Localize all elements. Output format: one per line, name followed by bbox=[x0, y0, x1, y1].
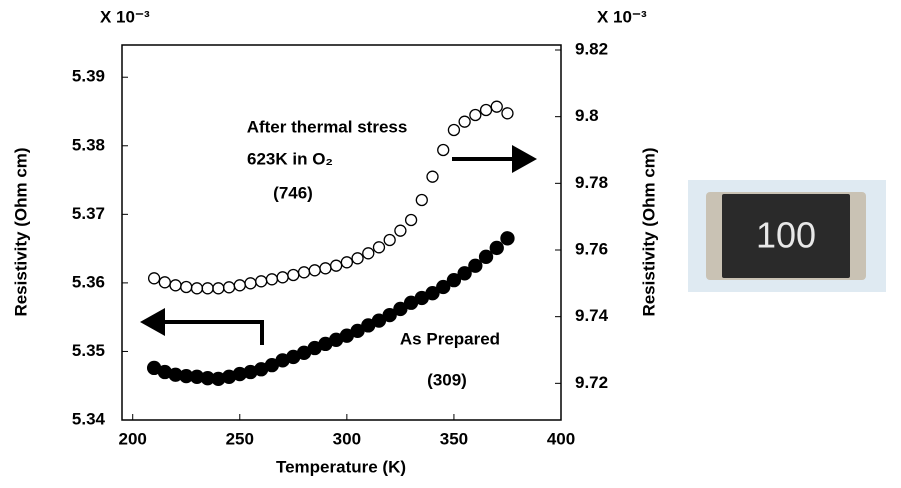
y-multiplier: X 10⁻³ bbox=[100, 7, 150, 26]
arrow-left-head bbox=[140, 308, 165, 336]
y2-tick-label: 9.8 bbox=[575, 106, 599, 125]
data-point bbox=[351, 252, 364, 265]
data-point bbox=[169, 279, 182, 292]
data-point bbox=[382, 307, 397, 323]
data-point bbox=[212, 282, 225, 295]
x-tick-label: 400 bbox=[547, 429, 575, 448]
data-point bbox=[437, 143, 450, 157]
data-point bbox=[244, 277, 257, 290]
arrow-right-head bbox=[512, 145, 537, 173]
data-point bbox=[469, 108, 482, 122]
data-point bbox=[276, 271, 289, 284]
y2-tick-label: 9.76 bbox=[575, 239, 608, 258]
data-point bbox=[340, 256, 354, 269]
y2-axis-label: Resistivity (Ohm cm) bbox=[639, 147, 658, 316]
data-point bbox=[426, 170, 439, 183]
y2-tick-label: 9.74 bbox=[575, 306, 609, 325]
data-point bbox=[468, 258, 483, 273]
data-point bbox=[147, 272, 161, 285]
resistor-label: 100 bbox=[756, 215, 816, 256]
data-point bbox=[233, 279, 246, 292]
data-point bbox=[255, 275, 268, 288]
annotation: 623K in O₂ bbox=[247, 149, 333, 168]
data-point bbox=[265, 273, 279, 286]
resistor-image: 100 bbox=[688, 180, 886, 292]
x-tick-label: 250 bbox=[226, 429, 254, 448]
data-point bbox=[308, 264, 321, 277]
annotation: (309) bbox=[427, 370, 467, 389]
y2-tick-label: 9.78 bbox=[575, 173, 608, 192]
data-point bbox=[297, 266, 311, 279]
data-point bbox=[404, 213, 418, 227]
y-tick-label: 5.34 bbox=[72, 409, 106, 428]
data-point bbox=[457, 266, 472, 281]
data-point bbox=[446, 272, 462, 288]
data-point bbox=[190, 282, 204, 295]
data-point bbox=[201, 282, 214, 295]
data-point bbox=[458, 115, 471, 128]
y-tick-label: 5.37 bbox=[72, 204, 105, 223]
data-point bbox=[500, 231, 515, 246]
resistor-top bbox=[722, 194, 850, 278]
data-point bbox=[362, 247, 375, 260]
y2-tick-label: 9.72 bbox=[575, 373, 608, 392]
arrow-left bbox=[160, 320, 264, 345]
data-point bbox=[425, 286, 440, 301]
data-point bbox=[501, 107, 514, 120]
data-point bbox=[319, 262, 332, 275]
y-tick-label: 5.39 bbox=[72, 67, 105, 86]
data-point bbox=[383, 233, 396, 247]
x-axis-label: Temperature (K) bbox=[276, 457, 406, 476]
y-tick-label: 5.36 bbox=[72, 272, 105, 291]
data-point bbox=[478, 249, 494, 264]
x-tick-label: 200 bbox=[119, 429, 147, 448]
data-point bbox=[372, 241, 386, 254]
data-point bbox=[287, 268, 300, 282]
annotation: After thermal stress bbox=[247, 117, 408, 136]
annotation: (746) bbox=[273, 183, 313, 202]
data-point bbox=[393, 301, 408, 317]
data-point bbox=[180, 280, 193, 294]
data-point bbox=[436, 279, 451, 295]
plot-frame bbox=[121, 44, 562, 421]
y2-tick-label: 9.82 bbox=[575, 39, 608, 58]
data-point bbox=[329, 259, 343, 272]
data-point bbox=[415, 193, 428, 207]
annotation: As Prepared bbox=[400, 329, 500, 348]
data-point bbox=[490, 100, 503, 113]
y-axis-label: Resistivity (Ohm cm) bbox=[11, 147, 30, 316]
y-tick-label: 5.38 bbox=[72, 135, 105, 154]
y2-multiplier: X 10⁻³ bbox=[597, 7, 647, 26]
x-tick-label: 300 bbox=[333, 429, 361, 448]
data-point bbox=[489, 240, 504, 256]
data-point bbox=[479, 103, 493, 117]
x-tick-label: 350 bbox=[440, 429, 468, 448]
y-tick-label: 5.35 bbox=[72, 341, 105, 360]
data-point bbox=[222, 281, 236, 294]
data-point bbox=[158, 276, 171, 289]
data-point bbox=[447, 123, 461, 137]
data-point bbox=[394, 224, 407, 237]
